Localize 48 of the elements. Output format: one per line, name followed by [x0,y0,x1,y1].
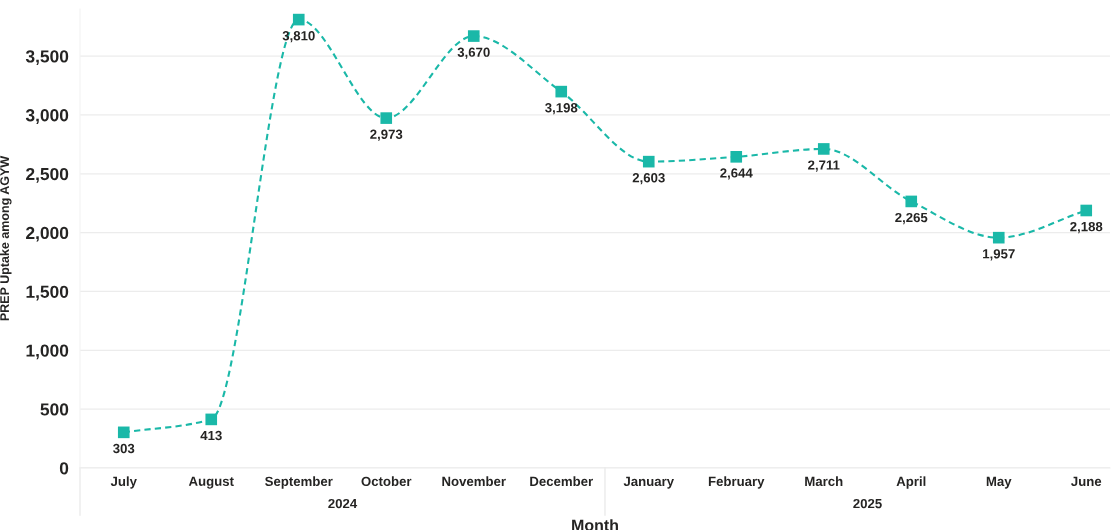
y-tick-label: 0 [59,462,69,475]
x-tick-label: October [361,476,412,487]
data-label: 413 [200,430,222,441]
point [380,112,393,124]
x-tick-label: June [1071,476,1102,487]
data-label: 2,644 [720,168,753,180]
y-tick-label: 1,000 [26,344,69,360]
y-axis-title: PREP Uptake among AGYW [0,155,12,321]
data-label: 1,957 [983,249,1015,261]
y-tick-label: 3,500 [25,50,69,66]
y-tick-label: 3,000 [25,109,69,124]
data-label: 2,711 [808,160,840,172]
x-tick-label: November [442,476,506,487]
point [467,30,480,42]
x-tick-label: April [896,476,926,489]
data-label: 2,265 [895,212,928,225]
text: 2024 [328,498,358,509]
text: 2025 [853,498,882,509]
data-label: 3,810 [282,31,315,43]
data-label: 2,973 [370,129,403,141]
point [642,155,655,168]
x-tick-label: December [530,476,593,487]
x-tick-label: January [623,476,674,489]
data-label: 3,670 [457,47,490,59]
data-label: 3,198 [545,103,578,115]
x-axis-title: Month [572,519,618,530]
x-tick-label: May [986,476,1012,489]
x-tick-label: February [708,476,765,489]
point [730,151,743,163]
y-tick-label: 500 [40,403,69,416]
data-label: 2,603 [632,173,665,185]
x-tick-label: September [265,476,333,489]
y-tick-label: 2,500 [26,167,69,183]
point [1080,204,1093,217]
data-label: 303 [113,443,135,454]
x-tick-label: March [805,476,843,487]
point [992,231,1005,244]
point [292,13,305,26]
data-label: 2,188 [1070,221,1103,234]
point [905,195,918,208]
x-tick-label: August [188,476,234,489]
x-tick-label: July [110,476,137,489]
y-tick-label: 2,000 [26,226,69,242]
point [555,85,568,98]
point [117,426,130,439]
y-tick-label: 1,500 [26,285,69,301]
point [817,143,830,155]
point [205,413,218,426]
